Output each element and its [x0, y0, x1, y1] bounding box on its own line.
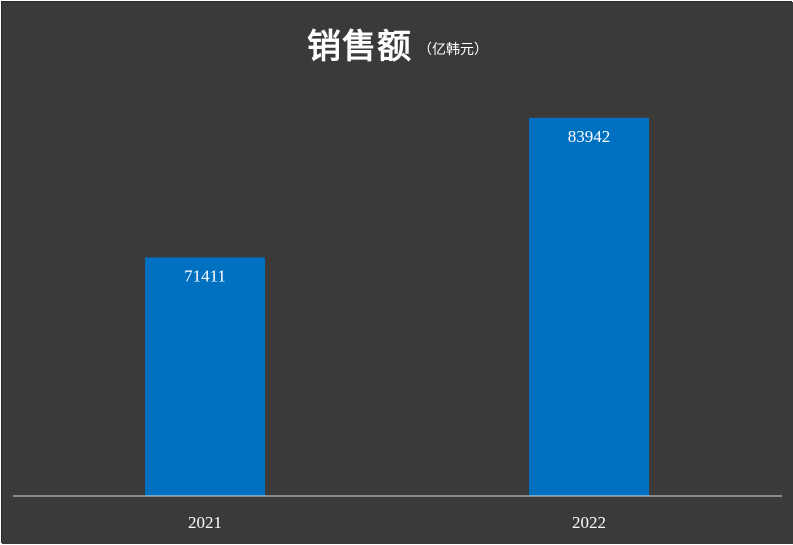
x-tick-labels: 2021 2022	[188, 513, 606, 532]
bars-layer: 71411 83942	[145, 117, 649, 496]
data-label-2022: 83942	[568, 127, 611, 146]
data-label-2021: 71411	[184, 266, 226, 285]
bar-2022	[529, 117, 649, 496]
x-tick-label-2022: 2022	[572, 513, 606, 532]
x-tick-label-2021: 2021	[188, 513, 222, 532]
bar-2021	[145, 257, 265, 496]
